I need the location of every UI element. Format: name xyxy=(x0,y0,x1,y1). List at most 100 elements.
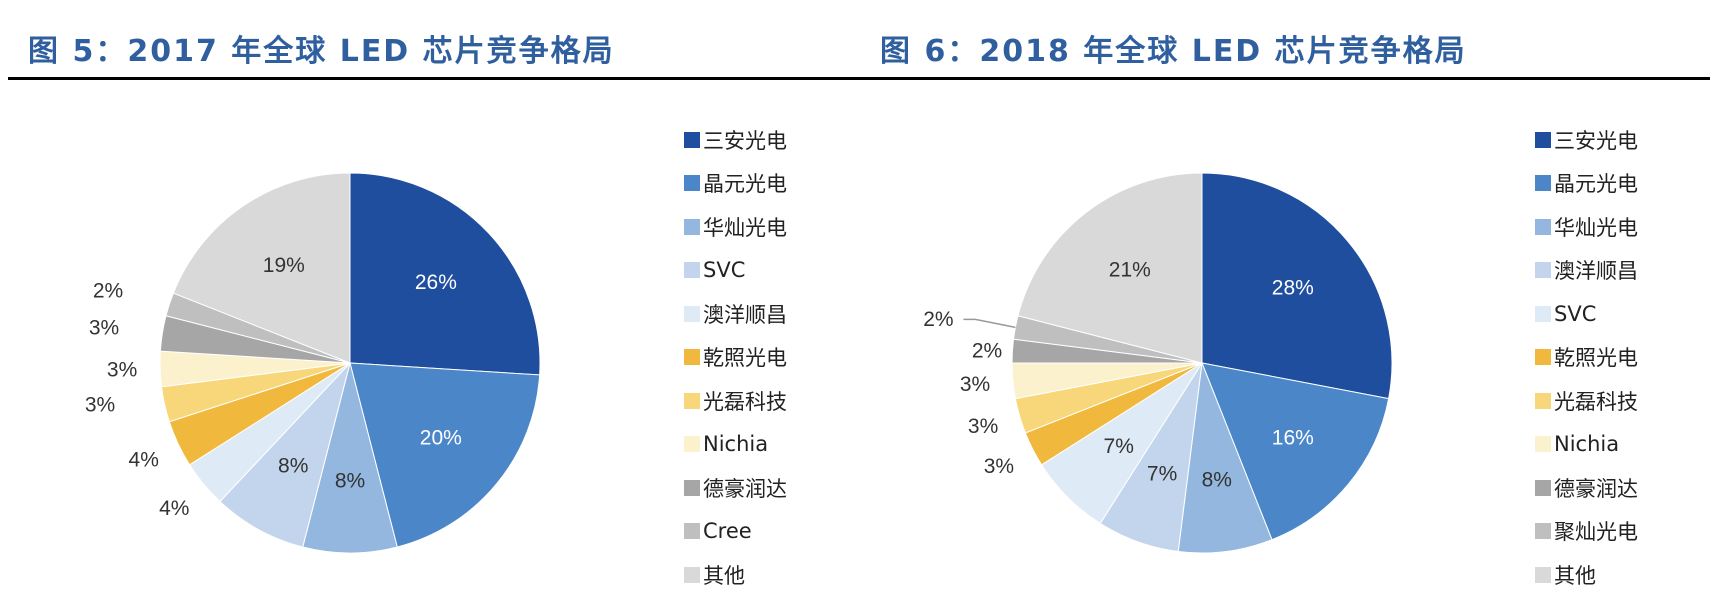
slice-value-label-9: 2% xyxy=(972,340,1002,363)
legend-item: Nichia xyxy=(1535,423,1638,467)
legend-item: 德豪润达 xyxy=(1535,466,1638,510)
legend-swatch xyxy=(684,523,700,540)
slice-value-label-9: 3% xyxy=(89,317,119,340)
legend-item: SVC xyxy=(684,249,787,293)
legend-swatch xyxy=(1535,305,1551,322)
legend-swatch xyxy=(1535,262,1551,279)
legend-swatch xyxy=(1535,436,1551,453)
slice-value-label-5: 4% xyxy=(159,497,189,520)
legend-swatch xyxy=(684,218,700,235)
legend-swatch xyxy=(684,131,700,148)
pie-slice-2 xyxy=(349,362,541,548)
legend-item: 晶元光电 xyxy=(684,162,787,206)
legend-label: 晶元光电 xyxy=(703,172,787,197)
slice-value-label-2: 20% xyxy=(420,427,462,450)
legend-item: 乾照光电 xyxy=(684,336,787,380)
legend-item: 乾照光电 xyxy=(1535,336,1638,380)
legend-item: Nichia xyxy=(684,423,787,467)
slice-value-label-3: 8% xyxy=(335,469,365,492)
pie-slice-4 xyxy=(219,362,351,548)
legend-swatch xyxy=(684,262,700,279)
slice-value-label-6: 4% xyxy=(129,449,159,472)
pie-chart-2017: 26% 20% 8% 8% 4% 4% 3% 3% 3% 2% 19% xyxy=(85,172,541,554)
slice-value-label-4: 8% xyxy=(278,455,308,478)
legend-item: Cree xyxy=(684,510,787,554)
legend-swatch xyxy=(684,349,700,366)
legend-label: SVC xyxy=(703,258,746,283)
legend-label: 光磊科技 xyxy=(703,389,787,414)
slice-value-label-7: 3% xyxy=(968,415,998,438)
legend-label: 华灿光电 xyxy=(1554,215,1638,240)
figure-6-title: 图 6：2018 年全球 LED 芯片竞争格局 xyxy=(880,34,1467,69)
legend-label: 三安光电 xyxy=(1554,128,1638,153)
pie-slice-3 xyxy=(1177,362,1273,554)
slice-value-label-1: 26% xyxy=(415,271,457,294)
legend-item: 光磊科技 xyxy=(684,379,787,423)
legend-item: 晶元光电 xyxy=(1535,162,1638,206)
slice-value-label-7: 3% xyxy=(85,394,115,417)
legend-label: 其他 xyxy=(703,563,745,588)
legend-label: 德豪润达 xyxy=(703,476,787,501)
legend-item: 三安光电 xyxy=(684,118,787,162)
slice-value-label-6: 3% xyxy=(984,455,1014,478)
legend-label: Nichia xyxy=(703,432,769,457)
legend-swatch xyxy=(684,305,700,322)
legend-swatch xyxy=(684,566,700,583)
slice-value-label-3: 8% xyxy=(1202,468,1232,491)
pie-chart-2018: 28% 16% 8% 7% 7% 3% 3% 3% 2% 2% 21% xyxy=(923,172,1393,554)
legend-label: Nichia xyxy=(1554,432,1620,457)
legend-swatch xyxy=(1535,392,1551,409)
legend-item: 澳洋顺昌 xyxy=(684,292,787,336)
legend-label: 澳洋顺昌 xyxy=(1554,259,1638,284)
figure-5-title-rule xyxy=(8,77,863,80)
legend-label: Cree xyxy=(703,519,752,544)
legend-label: 聚灿光电 xyxy=(1554,520,1638,545)
legend-swatch xyxy=(684,392,700,409)
leader-line-10 xyxy=(963,318,1016,329)
legend-swatch xyxy=(1535,175,1551,192)
figure-5-title: 图 5：2017 年全球 LED 芯片竞争格局 xyxy=(28,34,615,69)
legend-item: 华灿光电 xyxy=(1535,205,1638,249)
figure-6-title-rule xyxy=(863,77,1710,80)
legend-item: 聚灿光电 xyxy=(1535,510,1638,554)
legend-item: 德豪润达 xyxy=(684,466,787,510)
legend-label: 澳洋顺昌 xyxy=(703,302,787,327)
legend-label: SVC xyxy=(1554,301,1597,326)
legend-swatch xyxy=(1535,523,1551,540)
legend-label: 三安光电 xyxy=(703,128,787,153)
pie-slice-3 xyxy=(302,362,398,554)
pie-slice-1 xyxy=(1201,172,1393,400)
slice-value-label-10: 2% xyxy=(93,280,123,303)
legend-label: 乾照光电 xyxy=(1554,346,1638,371)
pie-slice-11 xyxy=(1017,172,1203,364)
slice-value-label-11: 21% xyxy=(1109,258,1151,281)
slice-value-label-8: 3% xyxy=(107,359,137,382)
legend-swatch xyxy=(684,436,700,453)
legend-swatch xyxy=(1535,479,1551,496)
legend-label: 光磊科技 xyxy=(1554,389,1638,414)
legend-label: 晶元光电 xyxy=(1554,172,1638,197)
legend-swatch xyxy=(1535,218,1551,235)
slice-value-label-8: 3% xyxy=(960,373,990,396)
legend-swatch xyxy=(1535,349,1551,366)
slice-value-label-10: 2% xyxy=(923,308,953,331)
slice-value-label-4: 7% xyxy=(1147,462,1177,485)
legend-item: 三安光电 xyxy=(1535,118,1638,162)
legend-2017: 三安光电晶元光电华灿光电 SVC 澳洋顺昌乾照光电光磊科技 Nichia 德豪润达 Cre… xyxy=(684,118,787,597)
legend-label: 德豪润达 xyxy=(1554,476,1638,501)
legend-item: 华灿光电 xyxy=(684,205,787,249)
pie-slice-1 xyxy=(349,172,541,376)
legend-swatch xyxy=(684,479,700,496)
pie-slice-11 xyxy=(172,172,351,364)
slice-value-label-2: 16% xyxy=(1272,427,1314,450)
slice-value-label-1: 28% xyxy=(1272,276,1314,299)
legend-item: 其他 xyxy=(684,553,787,597)
legend-2018: 三安光电晶元光电华灿光电澳洋顺昌 SVC 乾照光电光磊科技 Nichia 德豪润达聚灿光… xyxy=(1535,118,1638,597)
legend-swatch xyxy=(1535,131,1551,148)
legend-label: 其他 xyxy=(1554,563,1596,588)
pie-slice-2 xyxy=(1201,362,1390,541)
legend-item: 澳洋顺昌 xyxy=(1535,249,1638,293)
slice-value-label-5: 7% xyxy=(1104,435,1134,458)
slice-value-label-11: 19% xyxy=(263,254,305,277)
legend-label: 乾照光电 xyxy=(703,346,787,371)
